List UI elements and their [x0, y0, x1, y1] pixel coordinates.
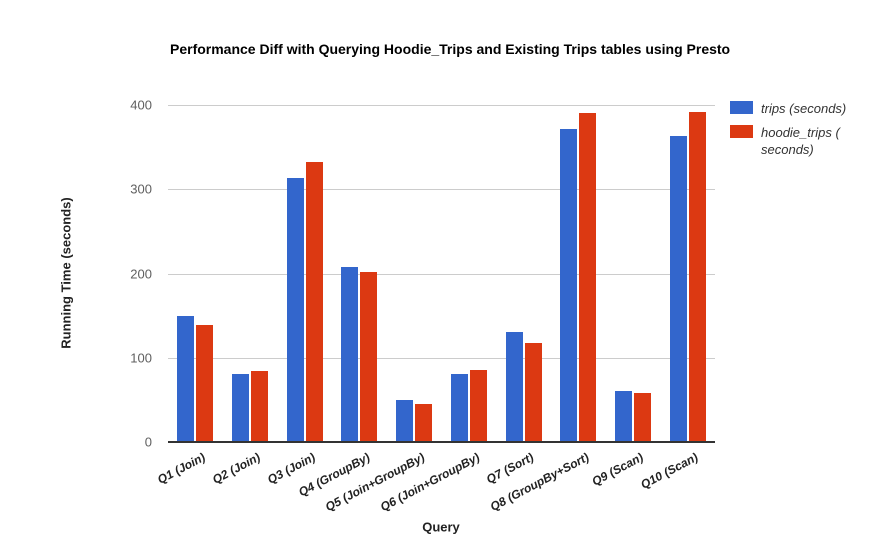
- bar-hoodie-trips-q1[interactable]: [196, 324, 214, 442]
- x-tick-label-q9: Q9 (Scan): [589, 450, 646, 489]
- x-tick-label-q6: Q6 (Join+GroupBy): [377, 450, 482, 515]
- bar-trips-q7[interactable]: [505, 331, 523, 442]
- x-tick-label-q10: Q10 (Scan): [638, 450, 701, 492]
- legend-swatch-icon: [730, 101, 753, 114]
- x-axis-line: [168, 441, 715, 443]
- bar-hoodie-trips-q2[interactable]: [251, 371, 269, 442]
- x-tick-label-q8: Q8 (GroupBy+Sort): [487, 450, 591, 514]
- legend: trips (seconds) hoodie_trips ( seconds): [730, 100, 865, 158]
- bar-trips-q6[interactable]: [450, 373, 468, 442]
- y-axis-title: Running Time (seconds): [58, 197, 74, 349]
- bar-trips-q2[interactable]: [232, 373, 250, 442]
- bar-trips-q4[interactable]: [341, 266, 359, 442]
- y-tick-label-100: 100: [130, 350, 152, 366]
- bar-trips-q3[interactable]: [286, 178, 304, 442]
- plot-area: [168, 105, 715, 443]
- legend-item-trips[interactable]: trips (seconds): [730, 100, 865, 117]
- gridline-400: [168, 105, 715, 106]
- y-tick-label-400: 400: [130, 97, 152, 113]
- y-tick-label-0: 0: [144, 434, 152, 450]
- bar-hoodie-trips-q6[interactable]: [469, 370, 487, 442]
- bar-trips-q8[interactable]: [560, 129, 578, 442]
- bar-hoodie-trips-q3[interactable]: [305, 162, 323, 442]
- gridline-300: [168, 189, 715, 191]
- y-tick-label-300: 300: [130, 181, 152, 197]
- bar-trips-q9[interactable]: [614, 391, 632, 442]
- bar-hoodie-trips-q10[interactable]: [688, 111, 706, 442]
- bar-hoodie-trips-q8[interactable]: [579, 113, 597, 442]
- y-tick-label-200: 200: [130, 266, 152, 281]
- bar-hoodie-trips-q7[interactable]: [524, 343, 542, 442]
- bar-hoodie-trips-q9[interactable]: [633, 393, 651, 442]
- legend-swatch-icon: [730, 125, 753, 138]
- bar-hoodie-trips-q4[interactable]: [360, 271, 378, 442]
- gridline-200: [168, 273, 715, 275]
- x-tick-label-q5: Q5 (Join+GroupBy): [322, 450, 427, 515]
- x-tick-label-q2: Q2 (Join): [210, 450, 263, 487]
- bar-hoodie-trips-q5[interactable]: [415, 404, 433, 442]
- x-tick-label-q1: Q1 (Join): [155, 450, 208, 487]
- chart-title: Performance Diff with Querying Hoodie_Tr…: [170, 41, 731, 57]
- x-axis-title: Query: [422, 519, 460, 535]
- legend-label: hoodie_trips ( seconds): [761, 125, 840, 157]
- legend-item-hoodie-trips[interactable]: hoodie_trips ( seconds): [730, 124, 865, 158]
- bar-trips-q10[interactable]: [669, 136, 687, 442]
- bar-trips-q5[interactable]: [396, 399, 414, 442]
- bar-trips-q1[interactable]: [177, 315, 195, 442]
- legend-label: trips (seconds): [761, 101, 847, 116]
- gridline-100: [168, 357, 715, 359]
